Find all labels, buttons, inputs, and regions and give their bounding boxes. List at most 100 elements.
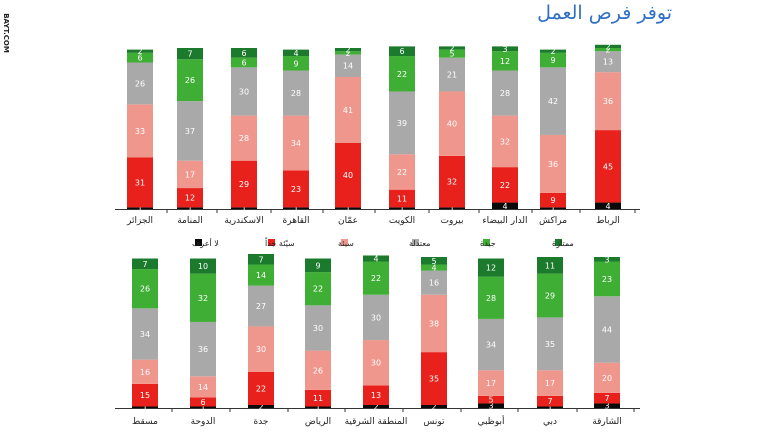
data-label: 30 <box>313 324 323 333</box>
category-label: الدوحة <box>191 417 216 427</box>
data-label: 36 <box>603 97 613 106</box>
data-label: 42 <box>548 97 558 106</box>
data-label: 12 <box>500 57 510 66</box>
data-label: 1 <box>315 403 320 412</box>
bar-segment <box>132 269 158 309</box>
data-label: 6 <box>241 49 246 58</box>
data-label: 4 <box>502 202 507 211</box>
bar-segment <box>231 67 257 116</box>
data-label: 30 <box>256 345 266 354</box>
category-label: عمّان <box>338 216 358 226</box>
bar-segment <box>389 189 415 208</box>
bar-segment <box>478 395 504 404</box>
data-label: 23 <box>602 275 612 284</box>
bar-segment <box>421 270 447 295</box>
bar-segment <box>177 101 203 161</box>
bar-segment <box>439 155 465 208</box>
data-label: 9 <box>550 56 555 65</box>
data-label: 1 <box>241 204 246 213</box>
data-label: 1 <box>399 204 404 213</box>
chart-title: توفر فرص العمل <box>537 2 672 24</box>
data-label: 11 <box>545 261 555 270</box>
data-label: 2 <box>137 47 142 56</box>
data-label: 12 <box>486 264 496 273</box>
bar-segment <box>389 207 415 209</box>
data-label: 21 <box>447 71 457 80</box>
bar-segment <box>127 207 153 209</box>
data-label: 22 <box>500 181 510 190</box>
bar-segment <box>190 376 216 398</box>
bar-segment <box>335 207 361 209</box>
legend-swatch <box>341 239 348 246</box>
data-label: 7 <box>604 394 609 403</box>
bar-segment <box>421 352 447 405</box>
data-label: 6 <box>399 47 404 56</box>
bar-segment <box>537 370 563 396</box>
legend-swatch <box>268 239 275 246</box>
legend-swatch <box>483 239 490 246</box>
data-label: 1 <box>200 403 205 412</box>
data-label: 35 <box>429 375 439 384</box>
bar-segment <box>248 326 274 372</box>
data-label: 9 <box>293 59 298 68</box>
bar-segment <box>540 134 566 193</box>
bar-segment <box>439 49 465 58</box>
data-label: 2 <box>345 46 350 55</box>
data-label: 2 <box>605 42 610 51</box>
data-label: 2 <box>550 47 555 56</box>
category-label: الاسكندرية <box>224 216 263 226</box>
data-label: 1 <box>293 204 298 213</box>
data-label: 1 <box>547 403 552 412</box>
bar-segment <box>439 91 465 156</box>
data-label: 31 <box>135 178 145 187</box>
data-label: 30 <box>239 87 249 96</box>
legend-swatch <box>412 239 419 246</box>
category-label: مسقط <box>132 417 158 427</box>
bar-segment <box>363 404 389 408</box>
data-label: 27 <box>256 302 266 311</box>
data-label: 11 <box>397 195 407 204</box>
bar-segment <box>177 160 203 189</box>
bar-segment <box>231 160 257 208</box>
data-label: 7 <box>142 260 147 269</box>
bar-segment <box>439 57 465 92</box>
bar-segment <box>421 257 447 265</box>
data-label: 14 <box>256 271 266 280</box>
legend-label: جيدة <box>480 239 496 248</box>
data-label: 16 <box>429 279 439 288</box>
data-label: 28 <box>486 294 496 303</box>
data-label: 1 <box>345 204 350 213</box>
data-label: 5 <box>488 396 493 405</box>
bar-segment <box>283 70 309 116</box>
data-label: 41 <box>343 106 353 115</box>
bar-segment <box>537 406 563 408</box>
bar-segment <box>478 276 504 319</box>
data-label: 3 <box>604 255 609 264</box>
data-label: 4 <box>605 202 610 211</box>
data-label: 7 <box>547 397 552 406</box>
data-label: 22 <box>313 285 323 294</box>
bar-segment <box>492 115 518 168</box>
data-label: 15 <box>140 391 150 400</box>
data-label: 26 <box>135 79 145 88</box>
data-label: 44 <box>602 325 612 334</box>
bar-segment <box>335 48 361 52</box>
data-label: 6 <box>241 58 246 67</box>
bar-segment <box>248 371 274 405</box>
bar-segment <box>335 142 361 208</box>
data-label: 26 <box>140 285 150 294</box>
bar-segment <box>363 261 389 295</box>
data-label: 2 <box>345 49 350 58</box>
bar-segment <box>595 130 621 203</box>
bar-segment <box>127 52 153 63</box>
bar-segment <box>492 46 518 52</box>
data-label: 37 <box>185 127 195 136</box>
bar-segment <box>283 207 309 209</box>
bar-segment <box>335 51 361 55</box>
bar-segment <box>478 370 504 396</box>
bar-segment <box>478 318 504 371</box>
data-label: 29 <box>239 180 249 189</box>
bar-segment <box>389 154 415 190</box>
bar-segment <box>363 385 389 405</box>
data-label: 22 <box>397 70 407 79</box>
